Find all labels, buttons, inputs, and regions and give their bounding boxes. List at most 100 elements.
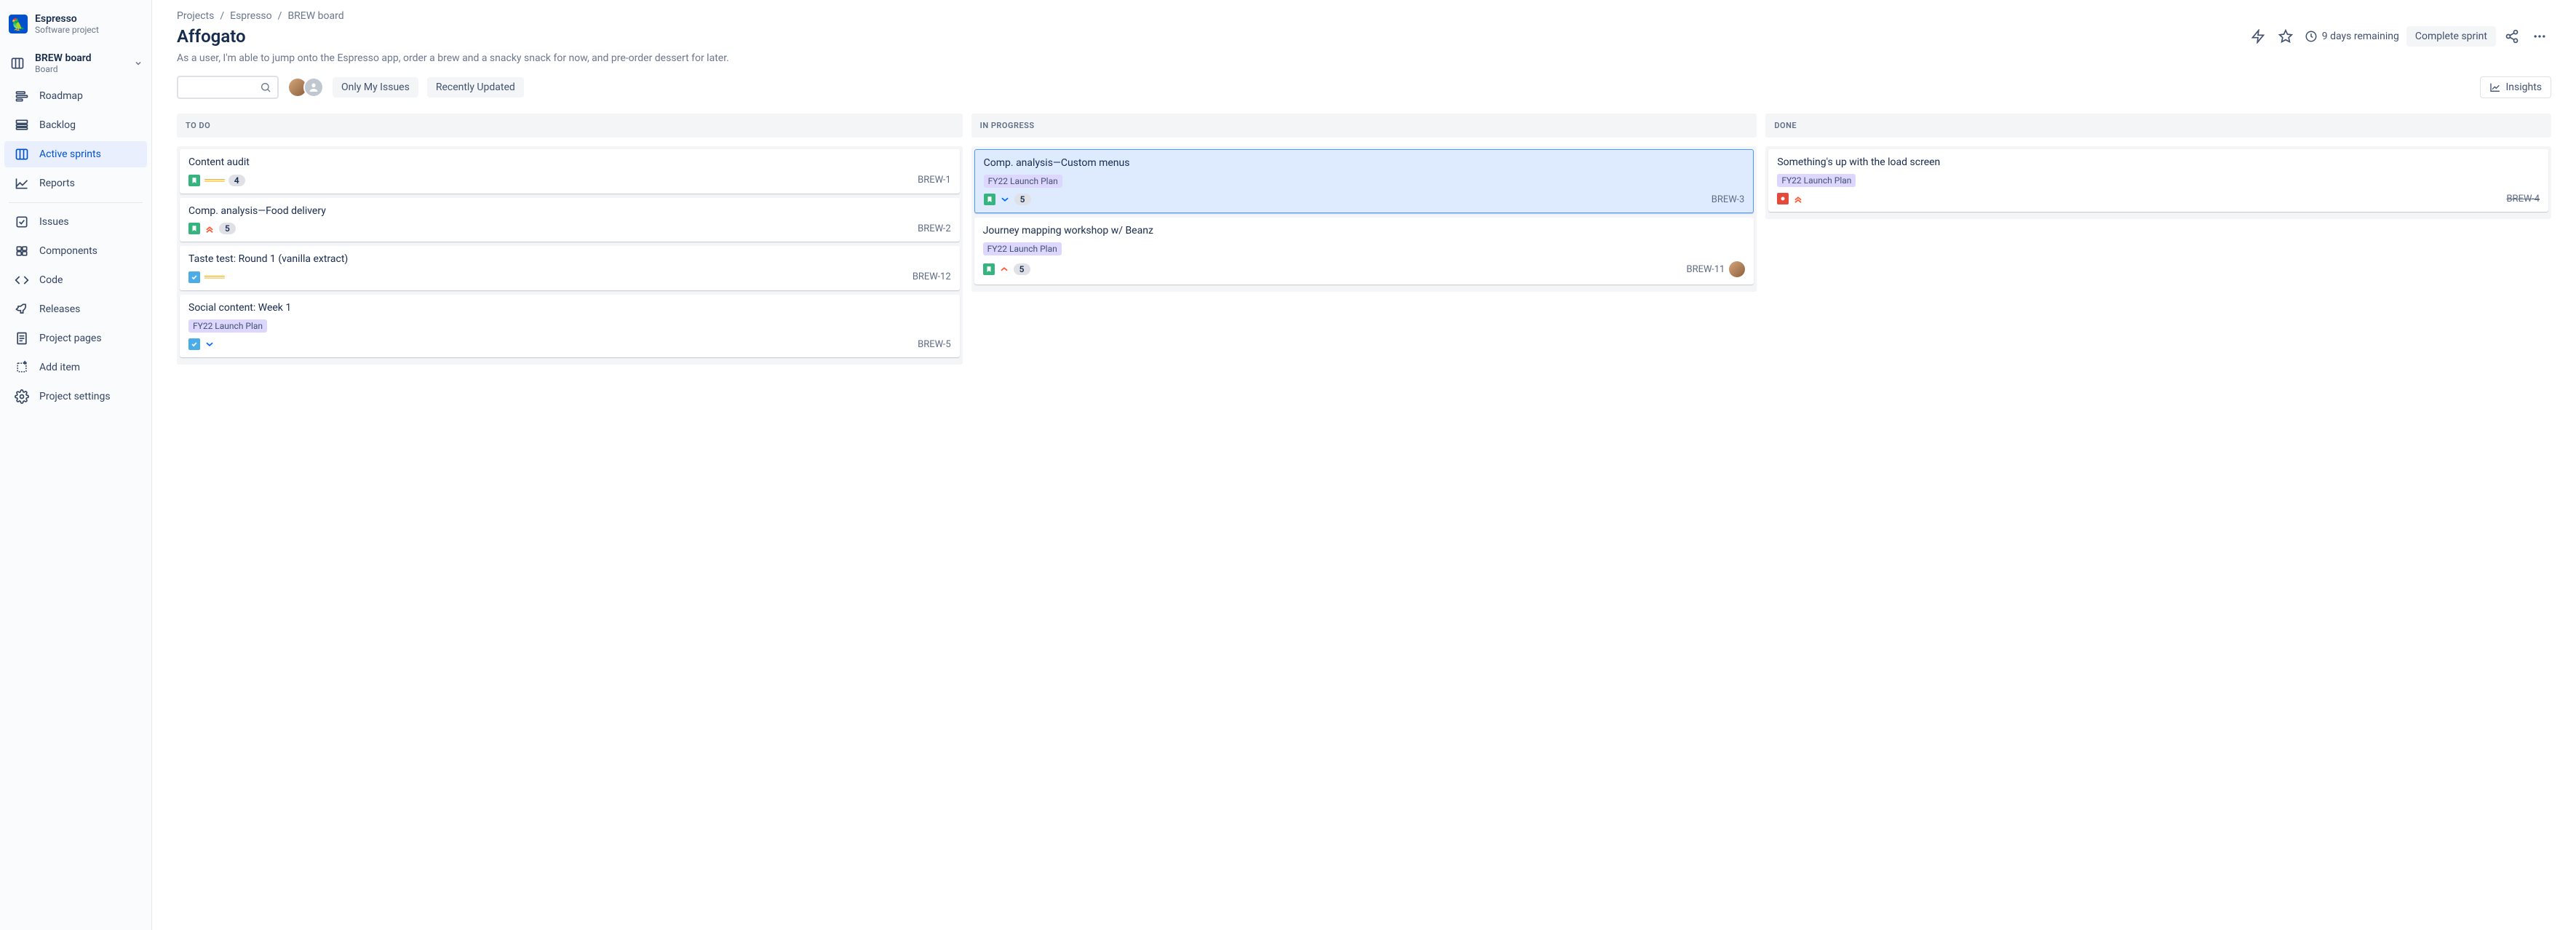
insights-button[interactable]: Insights [2480, 76, 2551, 98]
card[interactable]: Comp. analysis—Custom menus FY22 Launch … [974, 149, 1754, 213]
priority-low-icon [204, 339, 215, 349]
card-title: Journey mapping workshop w/ Beanz [983, 225, 1746, 237]
sidebar: 🦜 Espresso Software project BREW board B… [0, 0, 152, 930]
issue-key: BREW-4 [2506, 194, 2540, 204]
priority-low-icon [1000, 194, 1010, 204]
breadcrumb-item[interactable]: Espresso [230, 10, 272, 22]
avatar-unassigned[interactable] [303, 77, 324, 98]
share-icon[interactable] [2500, 25, 2524, 48]
story-icon [188, 223, 200, 234]
story-points: 5 [1014, 194, 1031, 205]
backlog-icon [13, 118, 31, 132]
card-title: Comp. analysis—Food delivery [188, 205, 951, 217]
board-selector[interactable]: BREW board Board [0, 45, 151, 82]
issue-key: BREW-12 [913, 271, 951, 282]
chevron-down-icon [134, 59, 143, 68]
sidebar-item-label: Releases [39, 303, 80, 315]
filter-row: Only My Issues Recently Updated Insights [177, 76, 2551, 99]
sidebar-item-issues[interactable]: Issues [4, 209, 147, 235]
active-sprints-icon [13, 147, 31, 162]
sidebar-item-label: Active sprints [39, 148, 101, 160]
card-title: Something's up with the load screen [1777, 156, 2540, 168]
column-todo: TO DO Content audit ═══ 4 BREW-1 Com [177, 114, 963, 365]
column-body[interactable]: Comp. analysis—Custom menus FY22 Launch … [971, 146, 1757, 292]
priority-high-icon [204, 223, 215, 234]
column-body[interactable]: Content audit ═══ 4 BREW-1 Comp. analysi… [177, 146, 963, 365]
epic-tag[interactable]: FY22 Launch Plan [983, 242, 1062, 255]
issue-key: BREW-5 [918, 339, 951, 350]
epic-tag[interactable]: FY22 Launch Plan [984, 175, 1062, 188]
star-icon[interactable] [2274, 25, 2297, 48]
project-header[interactable]: 🦜 Espresso Software project [0, 13, 151, 39]
sidebar-item-label: Add item [39, 362, 80, 373]
issues-icon [13, 215, 31, 229]
project-name: Espresso [35, 13, 99, 25]
sidebar-item-label: Issues [39, 216, 69, 228]
task-icon [188, 338, 200, 350]
card[interactable]: Taste test: Round 1 (vanilla extract) ══… [180, 246, 960, 290]
sidebar-item-components[interactable]: Components [4, 238, 147, 264]
roadmap-icon [13, 89, 31, 103]
complete-sprint-button[interactable]: Complete sprint [2406, 26, 2496, 47]
priority-high-icon [1793, 194, 1803, 204]
task-icon [188, 271, 200, 283]
search-field[interactable] [184, 82, 260, 93]
sidebar-item-backlog[interactable]: Backlog [4, 112, 147, 138]
sidebar-item-active-sprints[interactable]: Active sprints [4, 141, 147, 167]
column-header: DONE [1765, 114, 2551, 138]
assignee-avatar[interactable] [1729, 261, 1745, 277]
issue-key: BREW-11 [1686, 264, 1725, 275]
card[interactable]: Social content: Week 1 FY22 Launch Plan … [180, 295, 960, 357]
page-title: Affogato [177, 26, 246, 47]
project-type: Software project [35, 25, 99, 35]
column-done: DONE Something's up with the load screen… [1765, 114, 2551, 219]
sidebar-item-roadmap[interactable]: Roadmap [4, 83, 147, 109]
priority-medium-icon: ═══ [204, 271, 224, 283]
sidebar-item-label: Reports [39, 178, 75, 189]
card[interactable]: Content audit ═══ 4 BREW-1 [180, 149, 960, 194]
time-remaining: 9 days remaining [2302, 30, 2402, 43]
card-title: Content audit [188, 156, 951, 168]
card[interactable]: Journey mapping workshop w/ Beanz FY22 L… [974, 218, 1754, 285]
sidebar-item-label: Project pages [39, 333, 102, 344]
main-content: Projects / Espresso / BREW board Affogat… [152, 0, 2576, 930]
sidebar-item-project-settings[interactable]: Project settings [4, 383, 147, 410]
more-icon[interactable] [2528, 25, 2551, 48]
board-icon [9, 56, 26, 71]
card[interactable]: Something's up with the load screen FY22… [1768, 149, 2548, 212]
epic-tag[interactable]: FY22 Launch Plan [188, 319, 267, 333]
recently-updated-button[interactable]: Recently Updated [427, 77, 524, 98]
breadcrumb-separator: / [220, 10, 224, 22]
bug-icon [1777, 193, 1789, 204]
column-body[interactable]: Something's up with the load screen FY22… [1765, 146, 2551, 219]
board-subtitle: Board [35, 64, 134, 74]
board-name: BREW board [35, 52, 134, 64]
gear-icon [13, 389, 31, 404]
board: TO DO Content audit ═══ 4 BREW-1 Com [177, 114, 2551, 365]
only-my-issues-button[interactable]: Only My Issues [333, 77, 418, 98]
sidebar-item-add-item[interactable]: Add item [4, 354, 147, 381]
search-input[interactable] [177, 76, 279, 99]
sidebar-item-code[interactable]: Code [4, 267, 147, 293]
card-title: Comp. analysis—Custom menus [984, 157, 1745, 169]
issue-key: BREW-2 [918, 223, 951, 234]
breadcrumb: Projects / Espresso / BREW board [177, 10, 2551, 22]
story-icon [983, 263, 995, 275]
card[interactable]: Comp. analysis—Food delivery 5 BREW-2 [180, 198, 960, 242]
sidebar-item-project-pages[interactable]: Project pages [4, 325, 147, 351]
code-icon [13, 273, 31, 287]
add-icon [13, 360, 31, 375]
issue-key: BREW-1 [918, 175, 951, 186]
breadcrumb-item[interactable]: Projects [177, 10, 214, 22]
story-points: 5 [1014, 263, 1030, 275]
pages-icon [13, 331, 31, 346]
breadcrumb-item[interactable]: BREW board [287, 10, 343, 22]
automation-icon[interactable] [2246, 25, 2270, 48]
assignee-filter [287, 77, 324, 98]
sidebar-item-label: Project settings [39, 391, 111, 402]
sidebar-item-releases[interactable]: Releases [4, 296, 147, 322]
story-points: 5 [219, 223, 236, 234]
sidebar-item-reports[interactable]: Reports [4, 170, 147, 196]
time-remaining-text: 9 days remaining [2322, 31, 2399, 42]
epic-tag[interactable]: FY22 Launch Plan [1777, 174, 1856, 187]
